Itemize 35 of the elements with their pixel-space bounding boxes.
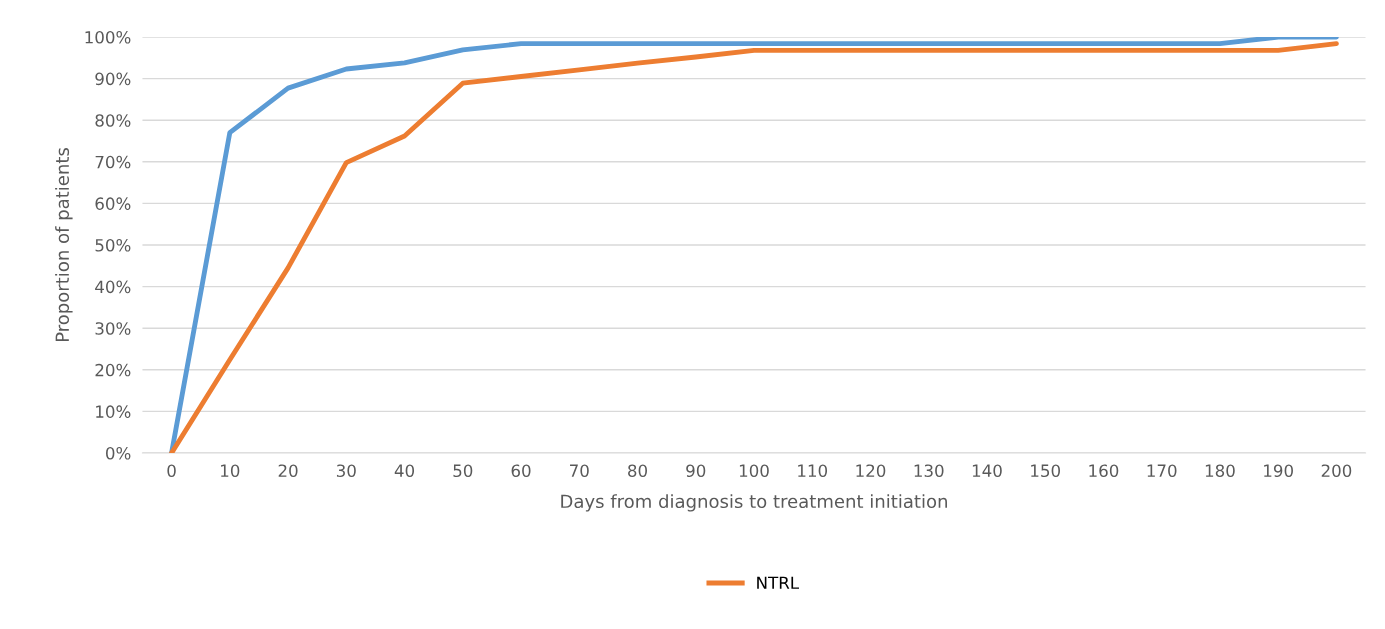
- y-tick-label: 20%: [95, 363, 131, 377]
- x-tick-label: 200: [1321, 464, 1352, 478]
- y-tick-label: 60%: [95, 197, 131, 210]
- x-tick-label: 140: [972, 464, 1002, 478]
- x-tick-label: 180: [1205, 464, 1235, 478]
- x-axis-title: Days from diagnosis to treatment initiation: [561, 494, 947, 512]
- x-tick-label: 30: [336, 464, 356, 478]
- x-tick-label: 70: [570, 464, 589, 478]
- y-tick-label: 100%: [85, 30, 131, 44]
- x-tick-label: 10: [221, 464, 240, 478]
- y-axis-title: Proportion of patients: [55, 148, 73, 342]
- y-tick-label: 70%: [95, 155, 131, 169]
- x-tick-label: 190: [1264, 464, 1293, 478]
- x-tick-label: 80: [628, 464, 648, 478]
- x-tick-label: 100: [739, 464, 769, 478]
- y-tick-label: 10%: [96, 405, 131, 418]
- y-tick-label: 30%: [95, 322, 131, 335]
- x-tick-label: 60: [511, 464, 531, 478]
- x-tick-label: 0: [167, 464, 176, 478]
- x-tick-label: 150: [1031, 464, 1061, 478]
- y-tick-label: 90%: [95, 72, 131, 86]
- x-tick-label: 110: [798, 464, 828, 478]
- x-tick-label: 40: [394, 464, 415, 478]
- y-tick-label: 80%: [95, 114, 131, 127]
- y-tick-label: 50%: [95, 238, 131, 252]
- x-tick-label: 130: [914, 464, 944, 478]
- x-tick-label: 20: [278, 464, 298, 478]
- y-tick-label: 40%: [95, 280, 131, 294]
- x-tick-label: 120: [856, 464, 886, 478]
- x-tick-label: 90: [686, 464, 706, 478]
- x-tick-label: 50: [453, 464, 473, 478]
- y-tick-label: 0%: [106, 446, 131, 460]
- legend-label: NTRL: [757, 576, 799, 589]
- x-tick-label: 170: [1147, 464, 1177, 478]
- x-tick-label: 160: [1089, 464, 1119, 478]
